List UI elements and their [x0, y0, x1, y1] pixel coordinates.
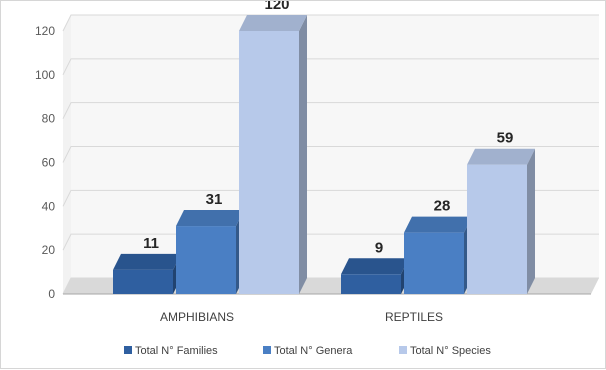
bar-amphibians-2: [239, 15, 307, 294]
legend-label: Total N° Genera: [274, 345, 353, 357]
bar-side: [527, 148, 535, 294]
bar-front: [176, 226, 236, 294]
legend-entry: Total N° Families: [124, 345, 218, 357]
gridline: [62, 14, 599, 32]
gridline: [62, 146, 599, 163]
bar-top: [341, 258, 409, 275]
y-tick-label: 80: [42, 112, 56, 126]
bar-front: [239, 31, 299, 294]
legend-entry: Total N° Genera: [263, 345, 353, 357]
y-tick-label: 120: [35, 24, 55, 38]
bar-reptiles-0: [341, 258, 409, 294]
legend-label: Total N° Families: [135, 345, 218, 357]
category-label: REPTILES: [385, 310, 443, 324]
bar-front: [467, 164, 527, 294]
data-label: 28: [434, 198, 451, 215]
y-tick-label: 20: [42, 243, 56, 257]
bar-front: [341, 274, 401, 294]
gridline: [62, 102, 599, 119]
gridline: [62, 189, 599, 207]
bar-top: [404, 216, 472, 233]
category-label: AMPHIBIANS: [160, 310, 234, 324]
legend-swatch: [399, 346, 407, 354]
bar-front: [404, 232, 464, 294]
y-tick-label: 0: [48, 287, 55, 301]
data-label: 31: [206, 191, 223, 208]
bar-side: [299, 15, 307, 294]
bar-amphibians-0: [113, 253, 181, 294]
bar-top: [113, 253, 181, 270]
bar-reptiles-2: [467, 148, 535, 294]
legend-swatch: [124, 346, 132, 354]
bar-top: [467, 148, 535, 165]
y-tick-label: 60: [42, 156, 56, 170]
legend-entry: Total N° Species: [399, 345, 491, 357]
bar-reptiles-1: [404, 216, 472, 294]
bar-front: [113, 269, 173, 294]
y-tick-label: 40: [42, 199, 56, 213]
data-label: 120: [264, 1, 289, 13]
legend-swatch: [263, 346, 271, 354]
bar-amphibians-1: [176, 210, 244, 294]
legend-label: Total N° Species: [410, 345, 491, 357]
bar-top: [176, 210, 244, 227]
bar-top: [239, 15, 307, 31]
data-label: 59: [497, 130, 514, 147]
data-label: 9: [375, 239, 383, 256]
gridline: [62, 58, 599, 76]
data-label: 11: [143, 235, 159, 252]
y-tick-label: 100: [35, 68, 55, 82]
